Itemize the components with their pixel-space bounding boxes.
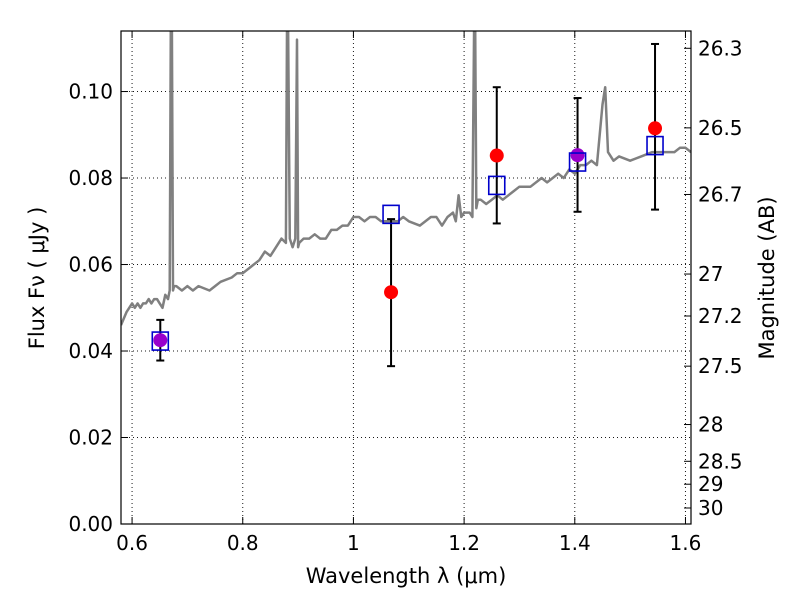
x-tick-label: 0.8 bbox=[227, 531, 259, 555]
x-tick-label: 1.2 bbox=[448, 531, 480, 555]
y-tick-label: 0.00 bbox=[68, 512, 113, 536]
y-tick-label: 0.08 bbox=[68, 166, 113, 190]
model-flux-square bbox=[646, 135, 664, 156]
magnitude-tick-label: 27.5 bbox=[698, 354, 743, 378]
plot-frame bbox=[120, 30, 692, 525]
observed-flux-point bbox=[570, 148, 585, 163]
magnitude-tick-label: 26.7 bbox=[698, 182, 743, 206]
y-tick-label: 0.02 bbox=[68, 426, 113, 450]
x-tick-label: 1.4 bbox=[559, 531, 591, 555]
model-spectrum bbox=[121, 31, 691, 326]
magnitude-tick-label: 29 bbox=[698, 472, 723, 496]
magnitude-tick-label: 27.2 bbox=[698, 304, 743, 328]
magnitude-tick-label: 28.5 bbox=[698, 449, 743, 473]
magnitude-tick-label: 30 bbox=[698, 496, 723, 520]
model-flux-square bbox=[568, 152, 587, 172]
observed-flux-point bbox=[489, 148, 504, 163]
y-tick-label: 0.06 bbox=[68, 253, 113, 277]
spectrum-line bbox=[121, 31, 691, 326]
magnitude-tick-label: 27 bbox=[698, 262, 723, 286]
observed-flux-point bbox=[384, 285, 399, 300]
observed-flux-point bbox=[153, 333, 168, 348]
magnitude-tick-label: 28 bbox=[698, 413, 723, 437]
x-tick-label: 1.6 bbox=[670, 531, 702, 555]
y-tick-label: 0.04 bbox=[68, 339, 113, 363]
model-flux-square bbox=[151, 331, 170, 351]
model-flux-square bbox=[382, 204, 400, 225]
y-tick-label: 0.10 bbox=[68, 80, 113, 104]
x-axis-ticks: 0.6 0.8 1 1.2 1.4 1.6 bbox=[116, 31, 701, 555]
x-tick-label: 0.6 bbox=[116, 531, 148, 555]
model-flux-points bbox=[151, 135, 664, 351]
magnitude-tick-label: 26.5 bbox=[698, 116, 743, 140]
error-bars bbox=[156, 42, 660, 368]
y-axis-ticks: 0.00 0.02 0.04 0.06 0.08 0.10 bbox=[68, 80, 128, 536]
x-axis-title: Wavelength λ (μm) bbox=[306, 564, 507, 588]
magnitude-tick-label: 26.3 bbox=[698, 36, 743, 60]
magnitude-axis-title: Magnitude (AB) bbox=[755, 196, 779, 359]
x-tick-label: 1 bbox=[347, 531, 360, 555]
y-axis-title: Flux Fν ( μJy ) bbox=[25, 207, 49, 350]
observed-flux-point bbox=[648, 121, 663, 136]
model-flux-square bbox=[487, 175, 506, 196]
observed-flux-points bbox=[153, 121, 663, 348]
